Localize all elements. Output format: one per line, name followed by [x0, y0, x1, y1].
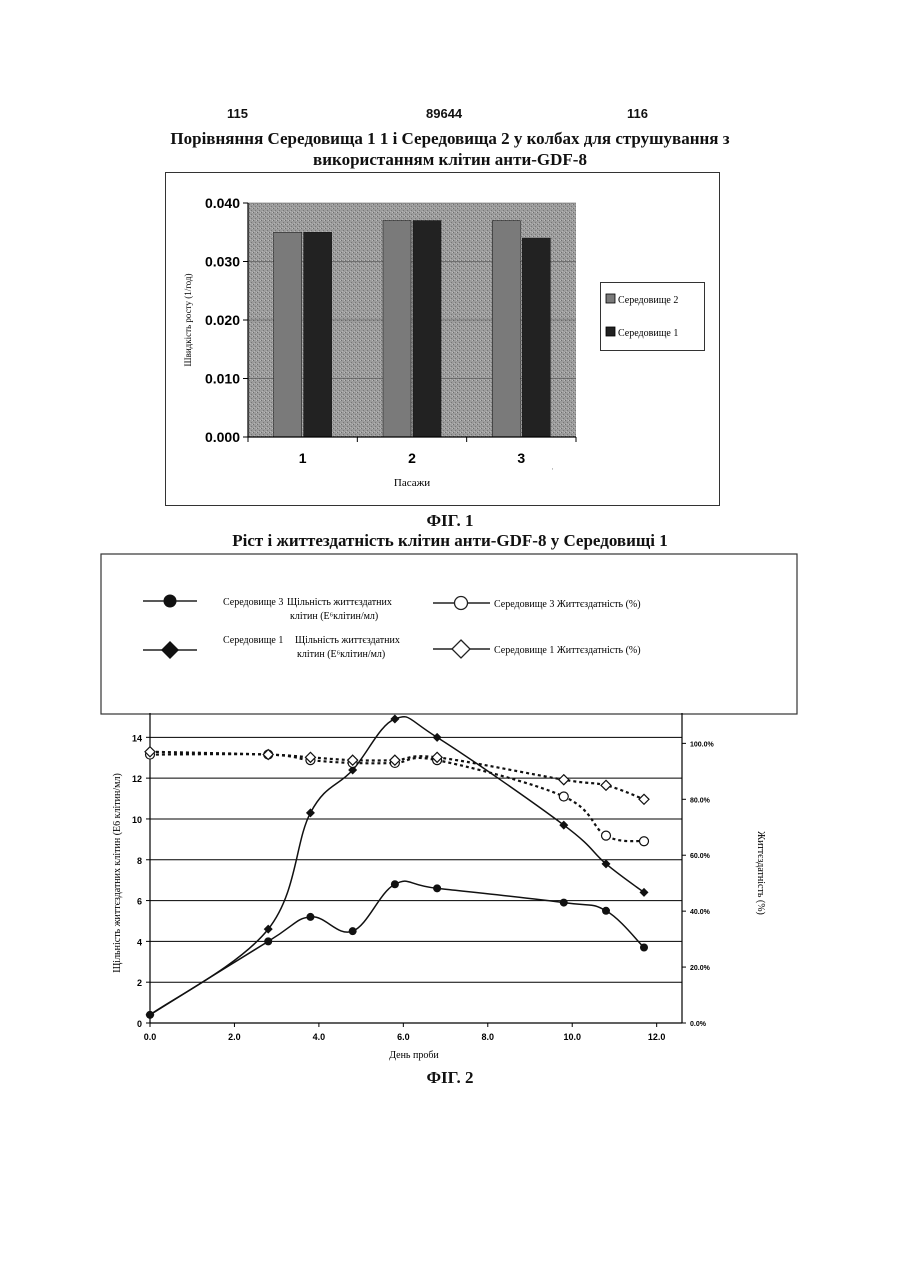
fig2-x-tick-label: 4.0 [313, 1032, 326, 1042]
fig2-point [433, 733, 442, 742]
fig1-y-axis-label: Швидкість росту (1/год) [183, 274, 193, 367]
fig1-legend: Середовище 2 Середовище 1 [601, 283, 705, 351]
fig1-x-tick-label: 2 [408, 450, 416, 466]
fig2-point [560, 899, 568, 907]
fig2-series-line [150, 881, 644, 1015]
fig2-legend-s1-density-line1: Щільність життєздатних [295, 635, 400, 646]
fig2-legend-marker-circle-open [455, 597, 468, 610]
fig2-point [390, 714, 399, 723]
fig2-legend-s3-density-line2: клітин (E⁶клітин/мл) [290, 611, 378, 622]
fig2-y-tick-label: 8 [137, 856, 142, 866]
fig1-legend-swatch-series2 [606, 327, 615, 336]
fig2-y-tick-label: 10 [132, 815, 142, 825]
document-number: 89644 [426, 106, 462, 121]
fig2-point [306, 808, 315, 817]
fig1-bar [383, 221, 411, 437]
fig2-point [433, 884, 441, 892]
fig1-x-tick-label: 3 [517, 450, 525, 466]
fig2-y2-tick-label: 100.0% [690, 741, 715, 748]
fig2-y-tick-label: 2 [137, 978, 142, 988]
fig2-point [601, 780, 611, 790]
fig2-y-tick-label: 4 [137, 937, 142, 947]
fig2-x-tick-label: 0.0 [144, 1032, 157, 1042]
fig2-point [146, 1010, 155, 1019]
fig2-legend-s3-density-medium: Середовище 3 [223, 597, 283, 608]
page-number-left: 115 [227, 106, 248, 121]
fig2-y2-tick-label: 20.0% [690, 965, 711, 972]
fig2-legend-s1-density-line2: клітин (E⁶клітин/мл) [297, 649, 385, 660]
fig2-y-axis-label: Щільність життєздатних клітин (E6 клітин… [112, 773, 123, 973]
fig1-bar [522, 238, 550, 437]
fig2-y-tick-label: 12 [132, 774, 142, 784]
fig2-y2-tick-label: 40.0% [690, 909, 711, 916]
fig1-bar [413, 221, 441, 437]
fig2-legend-s1-density-medium: Середовище 1 [223, 635, 283, 646]
fig2-legend-s3-density-line1: Щільність життєздатних [287, 597, 392, 608]
fig2-point [640, 837, 649, 846]
fig1-stray-mark: · [551, 464, 554, 474]
fig1-legend-label-series1: Середовище 2 [618, 295, 678, 306]
fig1-caption: ФІГ. 1 [0, 511, 900, 531]
fig2-y-tick-label: 6 [137, 897, 142, 907]
fig2-legend-marker-circle-filled [164, 595, 177, 608]
fig2-y2-tick-label: 0.0% [690, 1021, 707, 1028]
fig1-bar [492, 221, 520, 437]
fig1-legend-swatch-series1 [606, 294, 615, 303]
fig2-point [349, 927, 357, 935]
page-number-right: 116 [627, 106, 648, 121]
fig2-line-chart: Середовище 3 Щільність життєздатних кліт… [100, 553, 800, 1068]
fig2-x-tick-label: 6.0 [397, 1032, 410, 1042]
fig2-point [559, 775, 569, 785]
fig2-caption: ФІГ. 2 [0, 1068, 900, 1088]
fig1-y-tick-label: 0.040 [205, 195, 240, 211]
fig2-x-tick-label: 10.0 [563, 1032, 581, 1042]
fig2-x-tick-label: 8.0 [482, 1032, 495, 1042]
fig2-point [640, 944, 648, 952]
fig1-x-tick-label: 1 [299, 450, 307, 466]
fig1-bar-chart: 0.000 0.010 0.020 0.030 0.040 1 2 3 Пасажи Шви… [165, 172, 720, 507]
fig1-y-tick-label: 0.030 [205, 254, 240, 270]
fig2-legend-s1-viability: Середовище 1 Життєздатність (%) [494, 645, 641, 656]
fig1-x-axis-label: Пасажи [394, 477, 430, 489]
fig2-y-tick-label: 0 [137, 1019, 142, 1029]
fig2-point [602, 831, 611, 840]
fig2-y2-tick-label: 60.0% [690, 853, 711, 860]
fig1-y-tick-label: 0.020 [205, 312, 240, 328]
fig2-legend-s3-viability: Середовище 3 Життєздатність (%) [494, 599, 641, 610]
fig2-x-tick-label: 2.0 [228, 1032, 241, 1042]
fig2-legend-box [101, 554, 797, 714]
fig2-y-tick-label: 14 [132, 733, 142, 743]
fig2-x-tick-label: 12.0 [648, 1032, 666, 1042]
fig1-title-line2: використанням клітин анти-GDF-8 [0, 149, 900, 170]
fig1-title-line1: Порівняння Середовища 1 1 і Середовища 2… [0, 128, 900, 149]
fig2-point [264, 937, 272, 945]
fig2-point [391, 880, 399, 888]
fig2-point [602, 907, 610, 915]
fig2-point [639, 794, 649, 804]
fig1-legend-label-series2: Середовище 1 [618, 328, 678, 339]
fig2-title: Ріст і життездатність клітин анти-GDF-8 … [0, 531, 900, 551]
fig2-point [559, 792, 568, 801]
fig1-y-tick-label: 0.000 [205, 429, 240, 445]
fig1-bar [274, 232, 302, 437]
fig2-y2-tick-label: 80.0% [690, 797, 711, 804]
fig2-x-axis-label: День проби [389, 1050, 439, 1061]
fig1-y-tick-label: 0.010 [205, 371, 240, 387]
fig1-bar [304, 232, 332, 437]
fig2-y2-axis-label: Життєздатність (%) [755, 831, 766, 915]
fig2-point [306, 913, 314, 921]
